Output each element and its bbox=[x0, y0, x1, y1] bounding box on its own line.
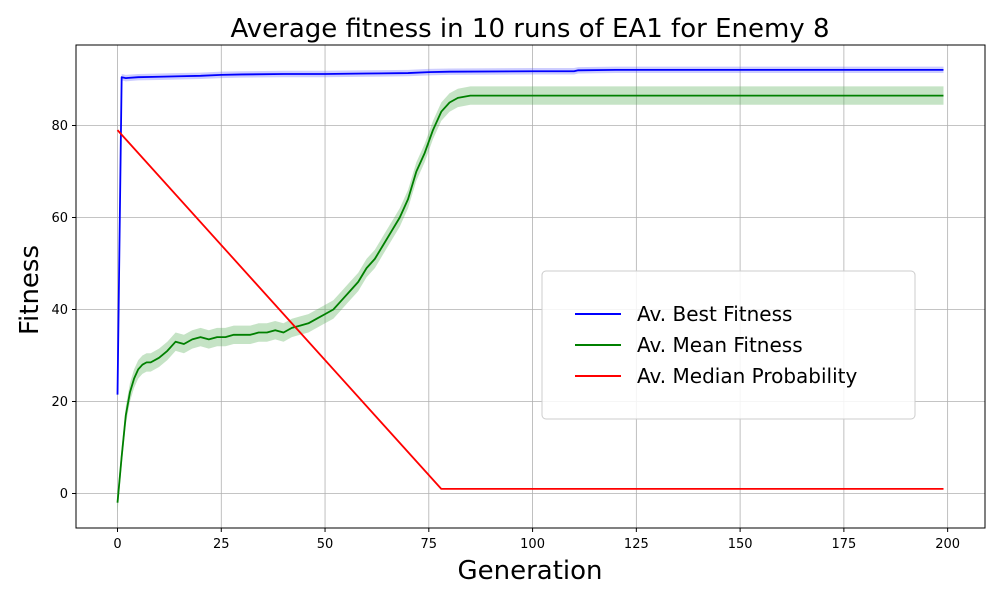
x-tick-label: 100 bbox=[520, 537, 545, 552]
y-tick-label: 20 bbox=[51, 395, 68, 410]
x-tick-label: 125 bbox=[624, 537, 649, 552]
y-tick-label: 60 bbox=[51, 211, 68, 226]
x-tick-label: 150 bbox=[728, 537, 753, 552]
mean-series-line bbox=[116, 94, 944, 503]
x-tick-label: 0 bbox=[113, 537, 121, 552]
y-tick-label: 0 bbox=[60, 487, 68, 502]
chart-title: Average fitness in 10 runs of EA1 for En… bbox=[231, 14, 830, 44]
plot-frame bbox=[75, 44, 986, 529]
legend-label-mean: Av. Mean Fitness bbox=[637, 333, 803, 357]
x-tick-label: 200 bbox=[935, 537, 960, 552]
series-lines bbox=[116, 68, 944, 503]
y-tick-label: 80 bbox=[51, 119, 68, 134]
x-axis-label: Generation bbox=[457, 556, 602, 586]
x-tick-label: 25 bbox=[213, 537, 230, 552]
best-series-line bbox=[116, 68, 944, 395]
y-tick-label: 40 bbox=[51, 303, 68, 318]
axis-ticks: 0 25 50 75 100 125 150 175 200 0 20 40 60 80 bbox=[51, 119, 960, 552]
legend-box bbox=[541, 270, 916, 420]
legend-label-best: Av. Best Fitness bbox=[637, 302, 792, 326]
y-axis-label: Fitness bbox=[15, 245, 45, 335]
legend: Av. Best Fitness Av. Mean Fitness Av. Medi… bbox=[541, 270, 916, 420]
x-tick-label: 75 bbox=[421, 537, 438, 552]
median-series-line bbox=[116, 129, 944, 490]
x-tick-label: 175 bbox=[831, 537, 856, 552]
legend-label-median: Av. Median Probability bbox=[637, 364, 857, 388]
x-tick-label: 50 bbox=[317, 537, 334, 552]
